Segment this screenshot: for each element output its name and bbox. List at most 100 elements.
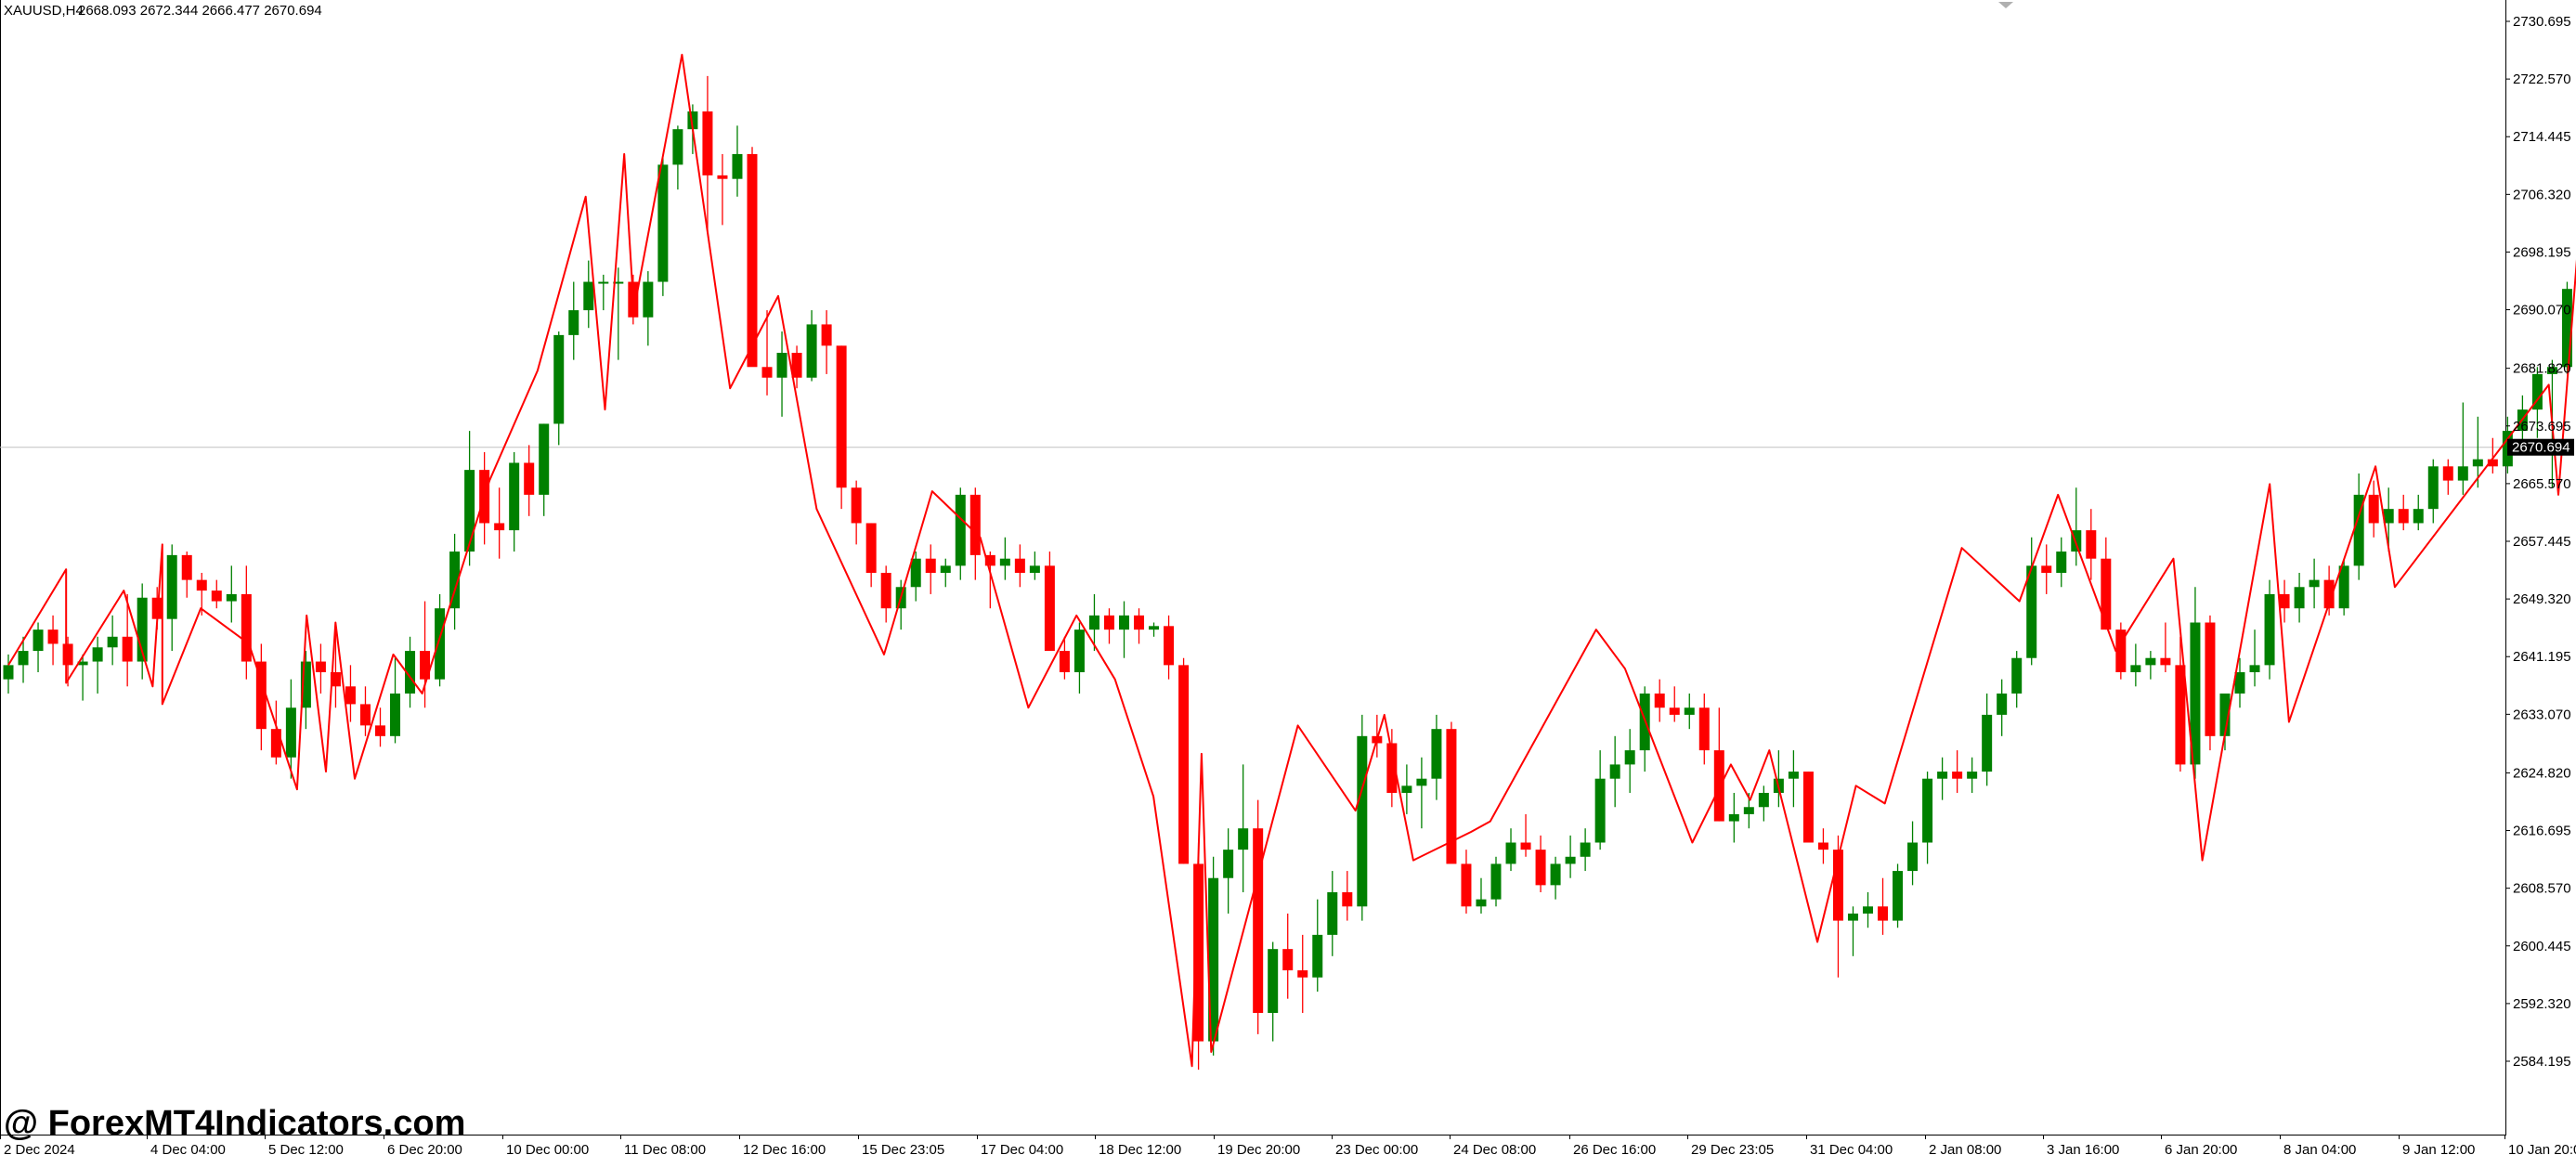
y-tick-label: 2624.820 <box>2513 765 2571 781</box>
x-tick-label: 10 Jan 20:00 <box>2508 1142 2576 1158</box>
candle-body <box>227 594 237 602</box>
candle-body <box>1670 707 1680 715</box>
candle-body <box>1431 729 1441 779</box>
candle-body <box>643 282 653 318</box>
candle-body <box>2175 665 2185 764</box>
candle-body <box>1878 906 1888 920</box>
candle-body <box>583 282 593 311</box>
candle-body <box>1863 906 1873 914</box>
candle <box>1178 658 1189 864</box>
candle-body <box>1461 863 1471 906</box>
candle-body <box>2428 466 2439 509</box>
candle-body <box>1506 842 1516 863</box>
candle-body <box>2160 658 2170 666</box>
x-tick-label: 4 Dec 04:00 <box>150 1142 226 1158</box>
x-tick-label: 18 Dec 12:00 <box>1099 1142 1181 1158</box>
candle-body <box>1789 772 1799 779</box>
candle-body <box>2205 622 2215 735</box>
y-tick-label: 2730.695 <box>2513 14 2571 30</box>
candle-body <box>1581 842 1591 856</box>
candle-body <box>1655 694 1665 707</box>
y-tick-label: 2673.695 <box>2513 419 2571 435</box>
candle-body <box>1610 764 1620 778</box>
candle-body <box>1134 616 1144 629</box>
candle-body <box>1401 785 1412 793</box>
candle-body <box>1982 715 1992 772</box>
candle-body <box>837 345 847 487</box>
candle-body <box>316 662 326 672</box>
candle-body <box>1699 707 1710 750</box>
y-tick-label: 2641.195 <box>2513 649 2571 665</box>
candle-body <box>1297 970 1308 978</box>
x-tick-label: 10 Dec 00:00 <box>506 1142 589 1158</box>
watermark-text: @ ForexMT4Indicators.com <box>4 1104 465 1143</box>
candle-body <box>212 590 222 601</box>
candle <box>1357 715 1367 921</box>
candle-body <box>271 729 281 758</box>
candle-body <box>1551 863 1561 885</box>
candle-body <box>375 725 385 735</box>
current-price-label: 2670.694 <box>2507 439 2574 456</box>
candle-body <box>1253 828 1263 1013</box>
candle-body <box>524 462 534 494</box>
candle-body <box>1268 949 1278 1013</box>
candle-body <box>1149 626 1159 629</box>
candle-body <box>1045 565 1055 651</box>
x-tick-label: 11 Dec 08:00 <box>624 1142 706 1158</box>
candle-body <box>553 335 564 424</box>
y-tick-label: 2698.195 <box>2513 244 2571 260</box>
y-tick-label: 2616.695 <box>2513 824 2571 839</box>
x-tick-label: 9 Jan 12:00 <box>2402 1142 2475 1158</box>
candle-body <box>2101 559 2111 629</box>
candle-body <box>926 559 936 573</box>
candle-body <box>1342 892 1352 906</box>
x-tick-label: 26 Dec 16:00 <box>1573 1142 1656 1158</box>
candle-body <box>2413 509 2424 523</box>
candle-body <box>1089 616 1099 629</box>
candle-body <box>63 643 73 665</box>
y-tick-label: 2681.820 <box>2513 361 2571 377</box>
candle-body <box>777 353 787 378</box>
x-tick-label: 23 Dec 00:00 <box>1335 1142 1418 1158</box>
x-tick-label: 2 Jan 08:00 <box>1929 1142 2001 1158</box>
candle-body <box>672 129 683 164</box>
candle <box>837 345 847 509</box>
candle-body <box>2473 460 2483 467</box>
candle-body <box>1060 651 1070 672</box>
candle-body <box>2265 594 2275 665</box>
x-tick-label: 15 Dec 23:05 <box>862 1142 944 1158</box>
candle-body <box>390 694 400 736</box>
candle-body <box>2086 530 2096 559</box>
candle-body <box>807 324 817 377</box>
candle-body <box>1967 772 1977 779</box>
candle <box>1491 857 1502 907</box>
candle-body <box>108 637 118 647</box>
candle-body <box>1521 842 1531 850</box>
candle-body <box>123 637 133 662</box>
y-tick-label: 2657.445 <box>2513 534 2571 550</box>
candle-body <box>1997 694 2007 715</box>
candle-body <box>2130 665 2140 672</box>
candle-body <box>1907 842 1918 871</box>
x-tick-label: 29 Dec 23:05 <box>1691 1142 1774 1158</box>
candle <box>1045 552 1055 651</box>
candle-body <box>1074 629 1085 672</box>
candle-body <box>1729 814 1739 822</box>
y-tick-label: 2633.070 <box>2513 707 2571 722</box>
ohlc-label: 2668.093 2672.344 2666.477 2670.694 <box>78 3 322 19</box>
candle-body <box>2250 665 2260 672</box>
candle <box>2265 580 2275 680</box>
candle-body <box>1625 750 1635 764</box>
candle-body <box>1178 665 1189 863</box>
candle-body <box>241 594 252 662</box>
candle-body <box>568 310 579 335</box>
candle-body <box>792 353 802 378</box>
candle-body <box>657 164 668 281</box>
y-tick-label: 2649.320 <box>2513 591 2571 607</box>
candle-body <box>464 470 475 552</box>
candle-body <box>2295 587 2305 608</box>
candle-body <box>970 495 981 555</box>
candle-body <box>1000 559 1010 566</box>
